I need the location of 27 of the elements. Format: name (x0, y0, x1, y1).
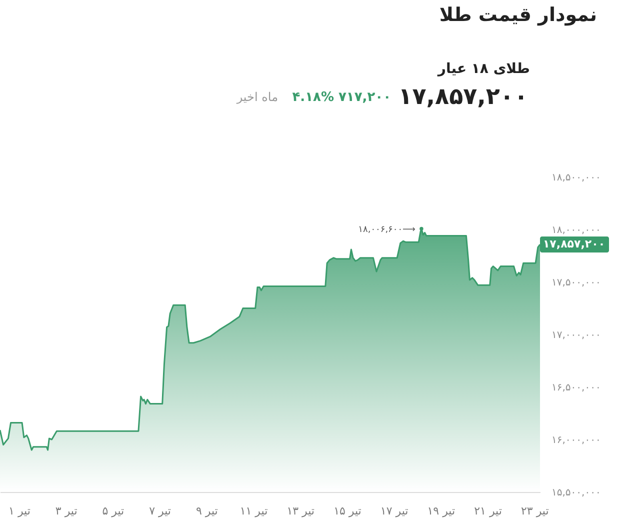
x-tick-label: ۱۵ تیر (334, 504, 362, 518)
x-tick-label: ۲۳ تیر (520, 504, 549, 518)
y-tick-label: ۱۷,۰۰۰,۰۰۰ (552, 330, 601, 341)
x-tick-label: ۹ تیر (196, 504, 218, 518)
x-tick-label: ۱ تیر (8, 504, 30, 518)
annotation: ۱۷,۸۵۷,۲۰۰ (542, 237, 606, 250)
x-tick-label: ۳ تیر (55, 504, 78, 518)
x-tick-label: ۷ تیر (149, 504, 171, 518)
y-tick-label: ۱۶,۰۰۰,۰۰۰ (552, 435, 601, 446)
annotation: ۱۸,۰۰۶,۶۰۰⟶ (358, 224, 416, 235)
chart-subtitle: طلای ۱۸ عیار (436, 61, 530, 77)
x-tick-label: ۱۹ تیر (427, 504, 456, 518)
y-tick-label: ۱۷,۵۰۰,۰۰۰ (552, 278, 601, 288)
x-tick-label: ۲۱ تیر (474, 504, 502, 518)
y-tick-label: ۱۶,۵۰۰,۰۰۰ (552, 382, 601, 394)
x-tick-label: ۱۳ تیر (286, 504, 314, 518)
y-tick-label: ۱۵,۵۰۰,۰۰۰ (552, 488, 601, 498)
x-tick-label: ۱۷ تیر (380, 504, 408, 518)
y-tick-label: ۱۸,۰۰۰,۰۰۰ (552, 225, 601, 236)
chart-title: نمودار قیمت طلا (439, 4, 597, 26)
x-tick-label: ۱۱ تیر (240, 504, 268, 518)
text: ماه اخیر (236, 90, 278, 104)
x-tick-label: ۵ تیر (102, 504, 124, 518)
text: ۴.۱۸% (292, 90, 334, 105)
text: ۱۷,۸۵۷,۲۰۰ (398, 84, 528, 110)
text: ۷۱۷,۲۰۰ (338, 90, 391, 105)
y-tick-label: ۱۸,۵۰۰,۰۰۰ (552, 172, 601, 184)
